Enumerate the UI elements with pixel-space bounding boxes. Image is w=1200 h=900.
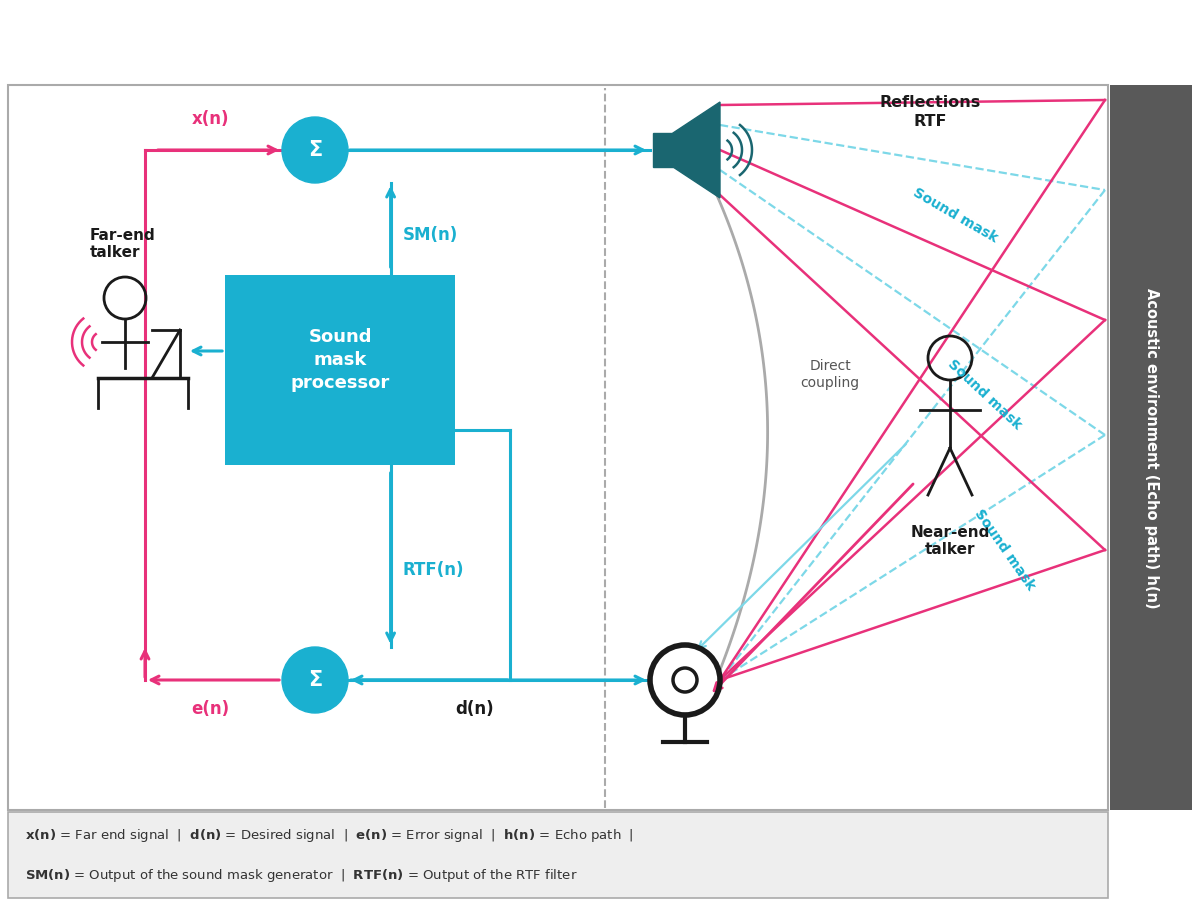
Text: Sound mask: Sound mask (972, 507, 1038, 593)
Text: d(n): d(n) (456, 700, 494, 718)
Circle shape (652, 647, 718, 713)
Text: SM(n): SM(n) (403, 226, 458, 244)
Bar (8, 812, 1108, 898)
Text: Sound
mask
processor: Sound mask processor (290, 328, 390, 392)
Text: Acoustic environment (Echo path) h(n): Acoustic environment (Echo path) h(n) (1144, 288, 1158, 608)
Bar (1110, 85, 1192, 810)
Polygon shape (653, 133, 673, 167)
Text: Σ: Σ (308, 140, 322, 160)
Text: RTF(n): RTF(n) (403, 561, 464, 579)
Text: $\mathbf{x(n)}$ = Far end signal  |  $\mathbf{d(n)}$ = Desired signal  |  $\math: $\mathbf{x(n)}$ = Far end signal | $\mat… (25, 826, 634, 843)
Text: Sound mask: Sound mask (946, 357, 1025, 433)
Circle shape (282, 647, 348, 713)
Bar (226, 275, 455, 465)
Text: Reflections
RTF: Reflections RTF (880, 95, 980, 129)
Text: $\mathbf{SM(n)}$ = Output of the sound mask generator  |  $\mathbf{RTF(n)}$ = Ou: $\mathbf{SM(n)}$ = Output of the sound m… (25, 867, 577, 884)
Text: Σ: Σ (308, 670, 322, 690)
Text: e(n): e(n) (191, 700, 229, 718)
Text: x(n): x(n) (191, 110, 229, 128)
Circle shape (282, 117, 348, 183)
Text: Far-end
talker: Far-end talker (90, 228, 156, 260)
Polygon shape (673, 102, 720, 198)
Text: Sound mask: Sound mask (911, 185, 1000, 245)
Bar (8, 85, 1108, 810)
Text: Near-end
talker: Near-end talker (911, 525, 990, 557)
Text: Direct
coupling: Direct coupling (800, 359, 859, 390)
